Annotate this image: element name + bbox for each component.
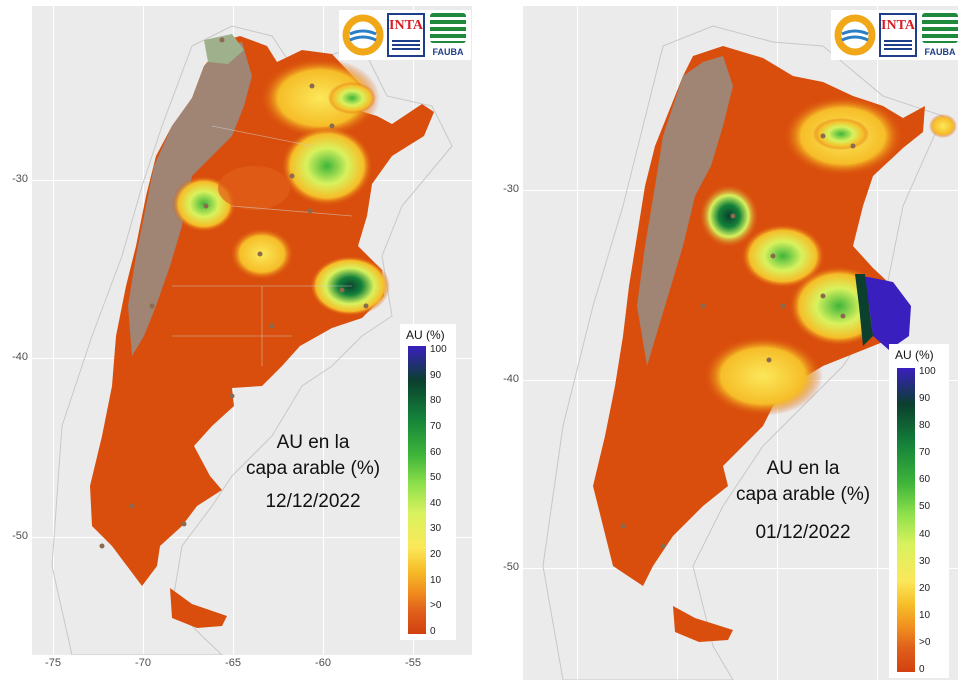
legend-label: 40 bbox=[430, 497, 442, 509]
legend-label: 60 bbox=[919, 474, 931, 486]
left-legend-title: AU (%) bbox=[406, 328, 445, 342]
legend-label: 70 bbox=[919, 447, 931, 459]
cristina-logo-icon bbox=[834, 14, 876, 56]
legend-label: 20 bbox=[919, 582, 931, 594]
x-tick-label: -65 bbox=[225, 657, 241, 669]
left-map-title: AU en la capa arable (%) bbox=[245, 432, 381, 479]
legend-label: 10 bbox=[919, 609, 931, 621]
right-soil-moisture-map bbox=[542, 25, 957, 680]
y-tick-label: -40 bbox=[503, 373, 519, 385]
left-map-panel: INTA FAUBA AU en la capa arable (%) 12/1… bbox=[0, 0, 472, 680]
cristina-logo-icon bbox=[342, 14, 384, 56]
right-map-date: 01/12/2022 bbox=[755, 522, 851, 543]
legend-label: 0 bbox=[919, 664, 925, 675]
legend-label: 90 bbox=[430, 369, 442, 381]
right-legend: AU (%) 100 90 80 70 60 50 40 30 20 10 >0 0 bbox=[889, 344, 949, 678]
y-tick-label: -40 bbox=[12, 351, 28, 363]
left-map-date: 12/12/2022 bbox=[265, 491, 361, 512]
left-map-plot-area: INTA FAUBA AU en la capa arable (%) 12/1… bbox=[32, 6, 472, 655]
legend-label: 70 bbox=[430, 420, 442, 432]
legend-label: 30 bbox=[919, 555, 931, 567]
right-legend-title: AU (%) bbox=[895, 348, 934, 362]
fauba-logo-icon: FAUBA bbox=[428, 13, 468, 57]
inta-logo-icon: INTA bbox=[879, 13, 917, 57]
left-legend-colorbar bbox=[408, 346, 426, 634]
right-map-plot-area: INTA FAUBA AU en la capa arable (%) 01/1… bbox=[523, 6, 958, 680]
right-map-panel: INTA FAUBA AU en la capa arable (%) 01/1… bbox=[488, 0, 958, 680]
legend-label: >0 bbox=[919, 636, 931, 648]
legend-label: 40 bbox=[919, 528, 931, 540]
y-tick-label: -30 bbox=[503, 183, 519, 195]
legend-label: 30 bbox=[430, 523, 442, 535]
y-tick-label: -50 bbox=[12, 530, 28, 542]
legend-label: 20 bbox=[430, 549, 442, 561]
inta-logo-icon: INTA bbox=[387, 13, 425, 57]
left-legend: AU (%) 100 90 80 70 60 50 40 30 20 10 >0 0 bbox=[400, 324, 456, 640]
right-legend-colorbar bbox=[897, 368, 915, 672]
x-tick-label: -75 bbox=[45, 657, 61, 669]
fauba-logo-icon: FAUBA bbox=[920, 13, 958, 57]
legend-label: 80 bbox=[919, 420, 931, 432]
right-map-title: AU en la capa arable (%) bbox=[735, 458, 871, 505]
left-logos: INTA FAUBA bbox=[339, 10, 471, 60]
legend-label: >0 bbox=[430, 600, 442, 612]
y-tick-label: -50 bbox=[503, 561, 519, 573]
left-soil-moisture-map bbox=[51, 25, 453, 655]
legend-label: 100 bbox=[919, 366, 936, 377]
legend-label: 60 bbox=[430, 446, 442, 458]
right-logos: INTA FAUBA bbox=[831, 10, 958, 60]
legend-label: 50 bbox=[430, 472, 442, 484]
x-tick-label: -60 bbox=[315, 657, 331, 669]
legend-label: 0 bbox=[430, 626, 436, 637]
x-tick-label: -55 bbox=[405, 657, 421, 669]
y-tick-label: -30 bbox=[12, 173, 28, 185]
legend-label: 90 bbox=[919, 393, 931, 405]
legend-label: 10 bbox=[430, 574, 442, 586]
legend-label: 100 bbox=[430, 344, 447, 355]
legend-label: 50 bbox=[919, 501, 931, 513]
legend-label: 80 bbox=[430, 395, 442, 407]
x-tick-label: -70 bbox=[135, 657, 151, 669]
